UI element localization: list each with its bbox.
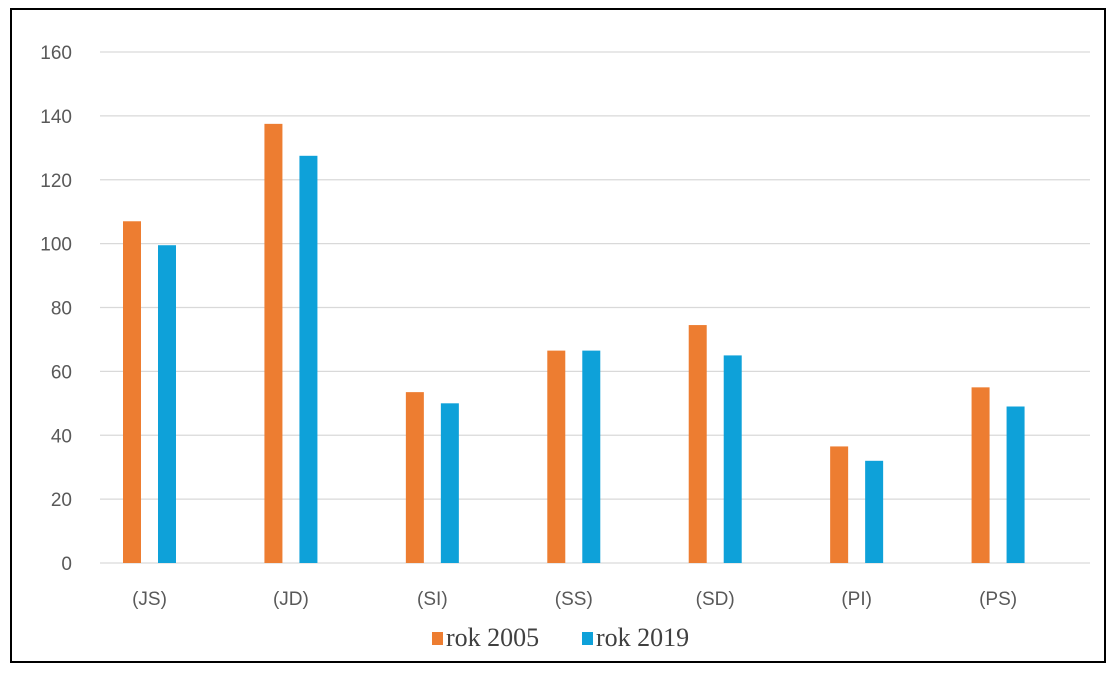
bar-series-2 <box>1006 406 1025 563</box>
y-tick-label: 80 <box>51 299 72 320</box>
x-tick-label: (JS) <box>132 589 167 610</box>
bar-series-1 <box>123 221 141 564</box>
bar-series-1 <box>264 123 283 563</box>
y-tick-label: 140 <box>40 107 72 128</box>
y-tick-label: 20 <box>51 490 72 511</box>
bar-series-1 <box>971 387 990 563</box>
x-tick-label: (SD) <box>696 589 735 610</box>
x-tick-label: (SS) <box>555 589 593 610</box>
legend-swatch <box>432 632 443 645</box>
y-tick-label: 0 <box>61 554 72 575</box>
bar-series-2 <box>865 460 884 563</box>
bar-series-1 <box>830 446 849 563</box>
bars <box>123 123 1025 564</box>
bar-series-2 <box>158 245 176 564</box>
x-tick-label: (SI) <box>417 589 448 610</box>
bar-series-2 <box>723 355 742 563</box>
y-axis: 0 20 40 60 80 100 120 140 160 <box>40 43 72 575</box>
y-tick-label: 100 <box>40 235 72 256</box>
x-tick-label: (PI) <box>841 589 872 610</box>
bar-series-2 <box>299 155 318 563</box>
legend-label: rok 2005 <box>446 623 539 652</box>
y-tick-label: 160 <box>40 43 72 64</box>
y-tick-label: 40 <box>51 426 72 447</box>
bar-series-1 <box>547 350 566 563</box>
y-tick-label: 120 <box>40 171 72 192</box>
bar-series-2 <box>440 403 459 563</box>
x-tick-label: (PS) <box>979 589 1017 610</box>
x-axis: (JS) (JD) (SI) (SS) (SD) (PI) (PS) <box>132 589 1017 610</box>
legend-swatch <box>582 632 593 645</box>
y-tick-label: 60 <box>51 362 72 383</box>
bar-series-1 <box>405 392 424 563</box>
legend: rok 2005 rok 2019 <box>432 623 689 652</box>
bar-series-1 <box>688 325 707 563</box>
legend-label: rok 2019 <box>596 623 689 652</box>
x-tick-label: (JD) <box>273 589 309 610</box>
bar-series-2 <box>582 350 601 563</box>
